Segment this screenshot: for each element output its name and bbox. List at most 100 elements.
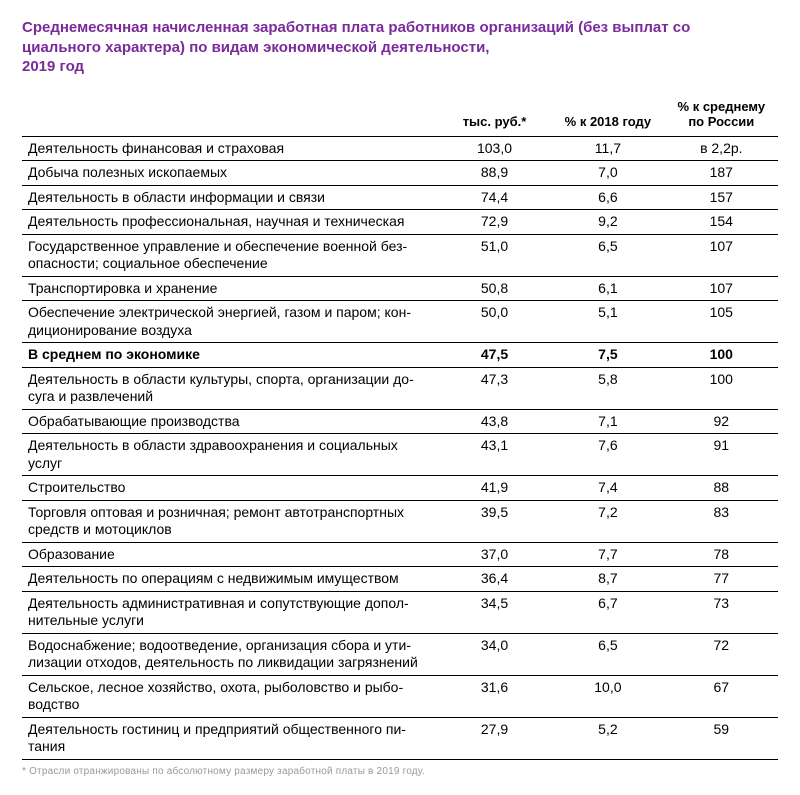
table-row: Деятельность административная и сопутств…: [22, 591, 778, 633]
value-rub: 43,1: [438, 434, 551, 476]
table-row: Строительство41,97,488: [22, 476, 778, 501]
col-name-header: [22, 95, 438, 137]
value-pct-avg: 59: [665, 717, 778, 759]
activity-name: Торговля оптовая и розничная; ремонт авт…: [22, 500, 438, 542]
value-rub: 43,8: [438, 409, 551, 434]
value-pct-2018: 7,2: [551, 500, 664, 542]
activity-name: Деятельность гостиниц и предприятий обще…: [22, 717, 438, 759]
value-pct-avg: 157: [665, 185, 778, 210]
value-pct-2018: 11,7: [551, 136, 664, 161]
activity-name: Водоснабжение; водоотведение, организаци…: [22, 633, 438, 675]
table-row: Добыча полезных ископаемых88,97,0187: [22, 161, 778, 186]
table-row: Деятельность в области информации и связ…: [22, 185, 778, 210]
activity-name: В среднем по экономике: [22, 343, 438, 368]
activity-name: Деятельность финансовая и страховая: [22, 136, 438, 161]
col-pctavg-header: % к сред­нему по России: [665, 95, 778, 137]
title-line-2: циального характера) по видам экономичес…: [22, 39, 489, 56]
value-pct-2018: 6,6: [551, 185, 664, 210]
value-pct-2018: 6,5: [551, 234, 664, 276]
value-rub: 51,0: [438, 234, 551, 276]
table-row: Деятельность гостиниц и предприятий обще…: [22, 717, 778, 759]
value-pct-2018: 7,6: [551, 434, 664, 476]
value-rub: 50,8: [438, 276, 551, 301]
activity-name: Добыча полезных ископаемых: [22, 161, 438, 186]
title-line-1: Среднемесячная начисленная заработная пл…: [22, 19, 690, 36]
col-rub-header: тыс. руб.*: [438, 95, 551, 137]
value-pct-2018: 7,5: [551, 343, 664, 368]
table-row: Водоснабжение; водоотведение, организаци…: [22, 633, 778, 675]
table-row: В среднем по экономике47,57,5100: [22, 343, 778, 368]
value-rub: 50,0: [438, 301, 551, 343]
value-pct-avg: 67: [665, 675, 778, 717]
value-pct-avg: 91: [665, 434, 778, 476]
table-row: Государственное управление и обеспечение…: [22, 234, 778, 276]
value-rub: 47,5: [438, 343, 551, 368]
value-pct-2018: 9,2: [551, 210, 664, 235]
value-pct-avg: 73: [665, 591, 778, 633]
col-pct2018-header: % к 2018 году: [551, 95, 664, 137]
value-pct-2018: 7,0: [551, 161, 664, 186]
activity-name: Транспортировка и хранение: [22, 276, 438, 301]
value-pct-avg: в 2,2р.: [665, 136, 778, 161]
table-row: Сельское, лесное хозяйство, охота, рыбол…: [22, 675, 778, 717]
activity-name: Строительство: [22, 476, 438, 501]
value-pct-avg: 92: [665, 409, 778, 434]
activity-name: Обрабатывающие производства: [22, 409, 438, 434]
value-pct-2018: 5,1: [551, 301, 664, 343]
title-line-3: 2019 год: [22, 58, 84, 75]
value-pct-2018: 7,1: [551, 409, 664, 434]
value-pct-2018: 6,1: [551, 276, 664, 301]
value-pct-2018: 5,2: [551, 717, 664, 759]
activity-name: Государственное управление и обеспечение…: [22, 234, 438, 276]
activity-name: Деятельность профессиональная, научная и…: [22, 210, 438, 235]
value-pct-avg: 105: [665, 301, 778, 343]
value-pct-2018: 7,4: [551, 476, 664, 501]
value-pct-2018: 5,8: [551, 367, 664, 409]
footnote: * Отрасли отранжированы по абсолютному р…: [22, 766, 778, 777]
value-rub: 39,5: [438, 500, 551, 542]
value-rub: 88,9: [438, 161, 551, 186]
table-row: Образование37,07,778: [22, 542, 778, 567]
activity-name: Деятельность по операциям с недвижимым и…: [22, 567, 438, 592]
value-rub: 37,0: [438, 542, 551, 567]
value-pct-2018: 7,7: [551, 542, 664, 567]
value-rub: 72,9: [438, 210, 551, 235]
value-rub: 31,6: [438, 675, 551, 717]
activity-name: Обеспечение электрической энергией, газо…: [22, 301, 438, 343]
table-row: Деятельность по операциям с недвижимым и…: [22, 567, 778, 592]
table-row: Обеспечение электрической энергией, газо…: [22, 301, 778, 343]
table-row: Транспортировка и хранение50,86,1107: [22, 276, 778, 301]
value-rub: 34,0: [438, 633, 551, 675]
value-rub: 41,9: [438, 476, 551, 501]
value-rub: 74,4: [438, 185, 551, 210]
value-pct-avg: 100: [665, 367, 778, 409]
value-pct-2018: 6,5: [551, 633, 664, 675]
value-rub: 27,9: [438, 717, 551, 759]
value-pct-avg: 187: [665, 161, 778, 186]
activity-name: Деятельность в области информации и связ…: [22, 185, 438, 210]
table-row: Деятельность в области здравоохранения и…: [22, 434, 778, 476]
value-pct-avg: 107: [665, 276, 778, 301]
value-pct-2018: 8,7: [551, 567, 664, 592]
value-pct-2018: 6,7: [551, 591, 664, 633]
value-pct-avg: 72: [665, 633, 778, 675]
activity-name: Деятельность в области культуры, спорта,…: [22, 367, 438, 409]
value-rub: 47,3: [438, 367, 551, 409]
table-row: Деятельность профессиональная, научная и…: [22, 210, 778, 235]
value-pct-avg: 107: [665, 234, 778, 276]
value-pct-avg: 154: [665, 210, 778, 235]
value-rub: 34,5: [438, 591, 551, 633]
activity-name: Деятельность в области здравоохранения и…: [22, 434, 438, 476]
value-pct-avg: 88: [665, 476, 778, 501]
activity-name: Сельское, лесное хозяйство, охота, рыбол…: [22, 675, 438, 717]
table-row: Торговля оптовая и розничная; ремонт авт…: [22, 500, 778, 542]
table-title: Среднемесячная начисленная заработная пл…: [22, 18, 778, 77]
salary-table: тыс. руб.* % к 2018 году % к сред­нему п…: [22, 95, 778, 760]
value-pct-avg: 100: [665, 343, 778, 368]
value-rub: 36,4: [438, 567, 551, 592]
activity-name: Деятельность административная и сопутств…: [22, 591, 438, 633]
table-row: Деятельность финансовая и страховая103,0…: [22, 136, 778, 161]
table-header-row: тыс. руб.* % к 2018 году % к сред­нему п…: [22, 95, 778, 137]
value-rub: 103,0: [438, 136, 551, 161]
value-pct-avg: 83: [665, 500, 778, 542]
